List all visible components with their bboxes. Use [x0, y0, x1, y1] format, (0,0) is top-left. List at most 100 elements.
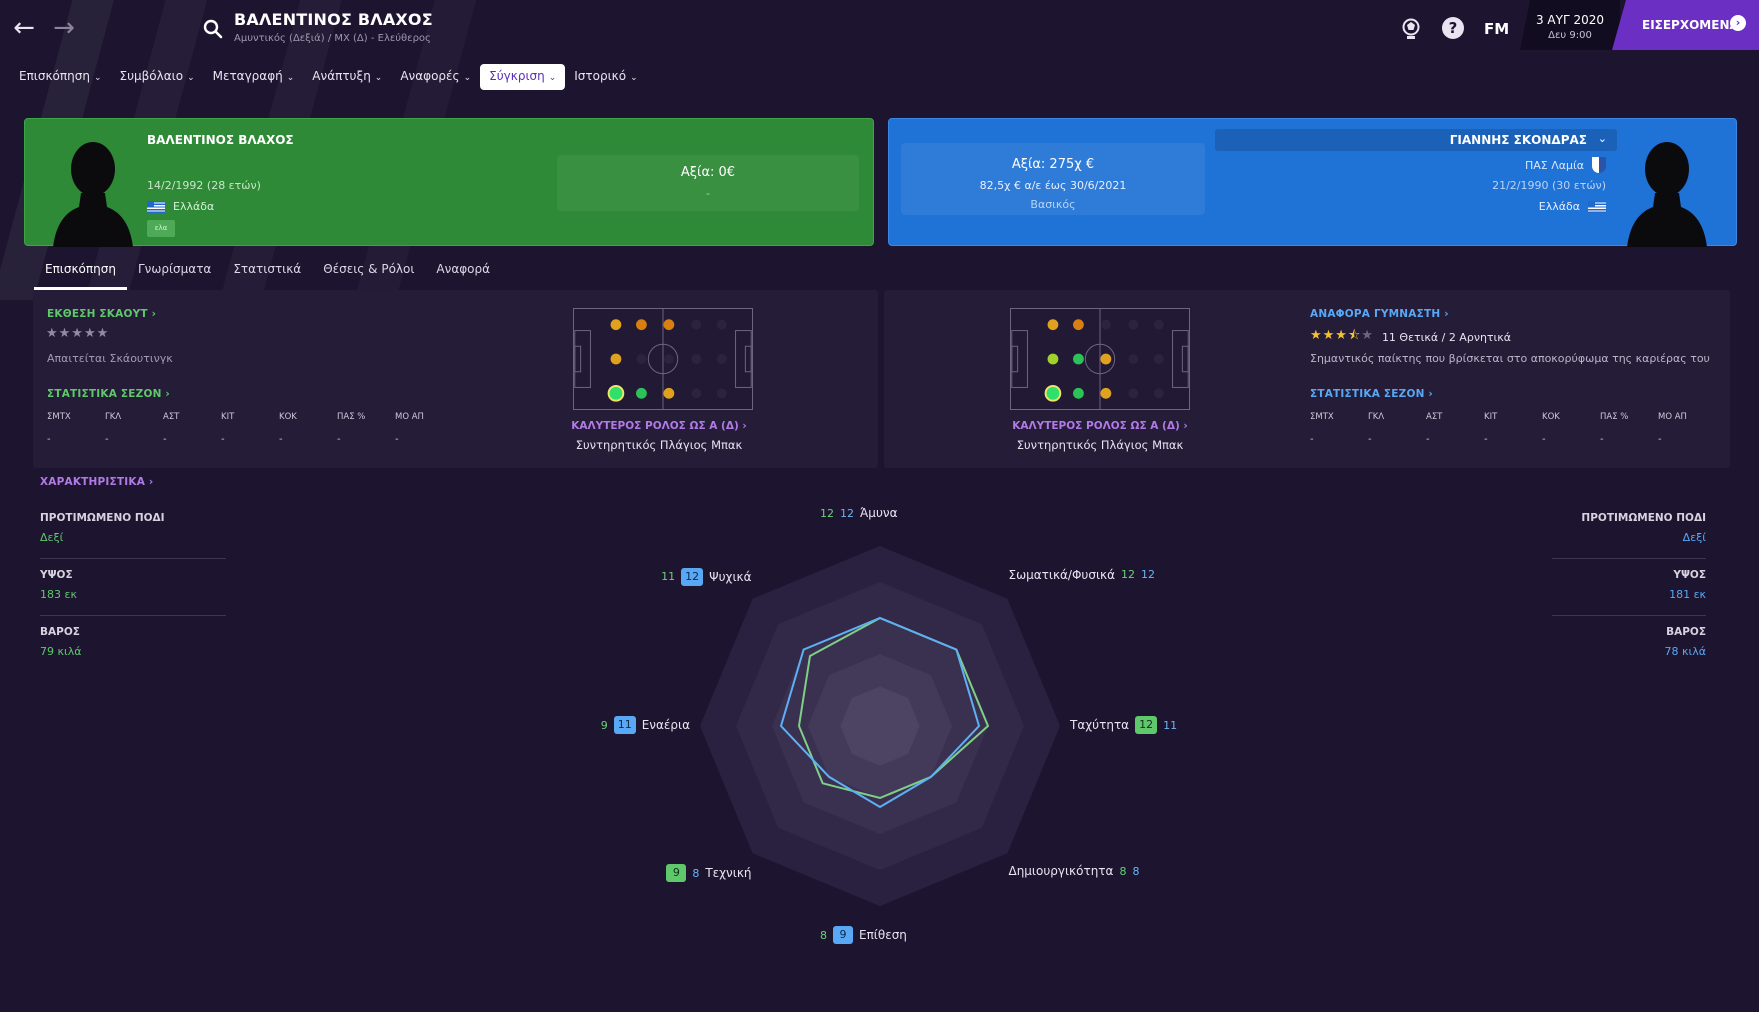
position-marker — [1073, 353, 1084, 365]
stat-value: - — [221, 434, 225, 445]
radar-axis-label: 9 11 Εναέρια — [601, 716, 690, 734]
menu-item-0[interactable]: Επισκόπηση ⌄ — [10, 64, 110, 90]
menu-item-5[interactable]: Σύγκριση ⌄ — [480, 64, 566, 90]
axis-name: Εναέρια — [641, 718, 690, 732]
right-score: 8 — [692, 866, 700, 880]
right-player-club[interactable]: ΠΑΣ Λαμία — [1525, 157, 1606, 173]
stat-header: ΑΣΤ — [1426, 412, 1443, 422]
compare-player-dropdown[interactable]: ΓΙΑΝΝΗΣ ΣΚΟΝΔΡΑΣ ⌄ — [1215, 129, 1617, 151]
radar-axis-label: 9 8 Τεχνική — [666, 864, 752, 883]
position-slot — [1128, 319, 1139, 330]
radar-svg — [700, 546, 1060, 906]
scout-note: Απαιτείται Σκάουτινγκ — [47, 352, 173, 365]
help-icon[interactable]: ? — [1442, 17, 1464, 39]
left-foot-item: ΠΡΟΤΙΜΩΜΕΝΟ ΠΟΔΙ Δεξί — [40, 502, 226, 559]
chevron-down-icon: ⌄ — [374, 73, 383, 83]
season-stats-link[interactable]: ΣΤΑΤΙΣΤΙΚΑ ΣΕΖΟΝ › — [1310, 388, 1433, 400]
position-marker — [1047, 353, 1059, 365]
right-value-box: Αξία: 275χ € 82,5χ € α/ε έως 30/6/2021 Β… — [901, 143, 1205, 215]
subtab-2[interactable]: Στατιστικά — [233, 262, 302, 276]
world-ball-icon[interactable] — [1400, 17, 1422, 43]
subtab-3[interactable]: Θέσεις & Ρόλοι — [323, 262, 415, 276]
stat-value: - — [279, 434, 283, 445]
stat-column: ΚΟΚ - — [279, 412, 337, 445]
menu-item-3[interactable]: Ανάπτυξη ⌄ — [303, 64, 391, 90]
subtab-1[interactable]: Γνωρίσματα — [137, 262, 212, 276]
menu-item-4[interactable]: Αναφορές ⌄ — [391, 64, 480, 90]
left-score: 11 — [661, 570, 676, 583]
radar-axis-label: Ταχύτητα 12 11 — [1070, 716, 1177, 734]
stat-column: ΜΟ ΑΠ - — [1658, 412, 1716, 445]
right-nationality-text: Ελλάδα — [1538, 200, 1580, 213]
position-slot — [1100, 319, 1111, 330]
best-role-link[interactable]: ΚΑΛΥΤΕΡΟΣ ΡΟΛΟΣ ΩΣ Α (Δ) › — [1012, 420, 1188, 432]
stat-value: - — [163, 434, 167, 445]
attributes-link[interactable]: ΧΑΡΑΚΤΗΡΙΣΤΙΚΑ › — [40, 476, 154, 488]
right-foot-item: ΠΡΟΤΙΜΩΜΕΝΟ ΠΟΔΙ Δεξί — [1552, 502, 1706, 559]
position-slot — [716, 354, 727, 364]
coach-report-link[interactable]: ΑΝΑΦΟΡΑ ΓΥΜΝΑΣΤΗ › — [1310, 308, 1449, 320]
attribute-radar: 12 12 Άμυνα Σωματικά/Φυσικά 12 12 Ταχύτητα 12 11… — [560, 480, 1200, 980]
forward-arrow-icon[interactable]: → — [53, 13, 75, 43]
right-player-nationality: Ελλάδα — [1539, 200, 1606, 213]
subtab-0[interactable]: Επισκόπηση — [34, 256, 127, 290]
radar-axis-label: 12 12 Άμυνα — [820, 506, 898, 520]
position-slot — [663, 354, 674, 364]
position-marker — [1100, 387, 1112, 399]
subtab-4[interactable]: Αναφορά — [436, 262, 491, 276]
right-club-text: ΠΑΣ Λαμία — [1525, 158, 1584, 172]
axis-name: Άμυνα — [860, 506, 898, 520]
left-player-card: ΒΑΛΕΝΤΙΝΟΣ ΒΛΑΧΟΣ 14/2/1992 (28 ετών) Ελ… — [24, 118, 874, 247]
chevron-down-icon: ⌄ — [187, 73, 195, 83]
left-player-name[interactable]: ΒΑΛΕΝΤΙΝΟΣ ΒΛΑΧΟΣ — [147, 133, 294, 147]
stat-column: ΑΣΤ - — [1426, 412, 1484, 445]
position-pitch — [1010, 308, 1190, 410]
fm-logo[interactable]: FM — [1484, 20, 1510, 38]
right-stat-table: ΣΜΤΧ - ΓΚΛ - ΑΣΤ - ΚΙΤ - ΚΟΚ - ΠΑΣ % - ΜΟ ΑΠ - — [1310, 412, 1716, 445]
back-arrow-icon[interactable]: ← — [13, 13, 35, 43]
scout-report-label: ΕΚΘΕΣΗ ΣΚΑΟΥΤ — [47, 308, 148, 320]
weight-label: ΒΑΡΟΣ — [1666, 626, 1706, 638]
stat-header: ΑΣΤ — [163, 412, 180, 422]
scout-report-link[interactable]: ΕΚΘΕΣΗ ΣΚΑΟΥΤ › — [47, 308, 157, 320]
left-player-nationality: Ελλάδα — [147, 200, 214, 213]
stat-value: - — [395, 434, 399, 445]
season-stats-link[interactable]: ΣΤΑΤΙΣΤΙΚΑ ΣΕΖΟΝ › — [47, 388, 170, 400]
continue-button[interactable]: ΕΙΣΕΡΧΟΜΕΝΑ › — [1612, 0, 1759, 50]
left-score: 8 — [1119, 864, 1127, 878]
stat-value: - — [1310, 434, 1314, 445]
position-slot — [691, 388, 702, 399]
time-text: Δευ 9:00 — [1548, 30, 1592, 41]
search-icon[interactable] — [202, 18, 224, 40]
greece-flag-icon — [147, 200, 165, 213]
radar-axis-label: 8 9 Επίθεση — [820, 926, 907, 944]
axis-name: Τεχνική — [705, 866, 752, 881]
right-weight-value: 78 κιλά — [1664, 645, 1706, 658]
left-attributes: ΧΑΡΑΚΤΗΡΙΣΤΙΚΑ › ΠΡΟΤΙΜΩΜΕΝΟ ΠΟΔΙ Δεξί Υ… — [40, 476, 226, 672]
stat-value: - — [105, 434, 109, 445]
position-slot — [636, 354, 647, 364]
rating-summary: 11 Θετικά / 2 Αρνητικά — [1381, 330, 1512, 344]
stat-column: ΣΜΤΧ - — [1310, 412, 1368, 445]
radar-ring — [840, 686, 920, 766]
continue-label: ΕΙΣΕΡΧΟΜΕΝΑ — [1642, 18, 1739, 32]
menu-item-2[interactable]: Μεταγραφή ⌄ — [204, 64, 304, 90]
best-role-link[interactable]: ΚΑΛΥΤΕΡΟΣ ΡΟΛΟΣ ΩΣ Α (Δ) › — [571, 420, 747, 432]
scout-stars: ★★★★★ — [46, 326, 110, 341]
chevron-down-icon: ⌄ — [630, 73, 638, 83]
left-height-item: ΥΨΟΣ 183 εκ — [40, 559, 226, 616]
radar-axis-label: Σωματικά/Φυσικά 12 12 — [1008, 568, 1155, 582]
left-score: 9 — [600, 718, 608, 732]
chevron-down-icon: ⌄ — [548, 73, 557, 83]
position-slot — [716, 319, 727, 330]
axis-name: Σωματικά/Φυσικά — [1008, 567, 1116, 582]
menu-item-6[interactable]: Ιστορικό ⌄ — [565, 64, 646, 90]
position-marker — [636, 319, 647, 331]
page-subtitle: Αμυντικός (Δεξιά) / ΜΧ (Δ) - Ελεύθερος — [234, 33, 431, 44]
player-silhouette-icon — [1627, 142, 1707, 247]
position-pitch — [573, 308, 753, 410]
left-nationality-text: Ελλάδα — [173, 200, 215, 213]
greece-flag-icon — [1588, 200, 1606, 213]
menu-item-1[interactable]: Συμβόλαιο ⌄ — [110, 64, 203, 90]
nationality-badge: ελα — [147, 220, 175, 237]
